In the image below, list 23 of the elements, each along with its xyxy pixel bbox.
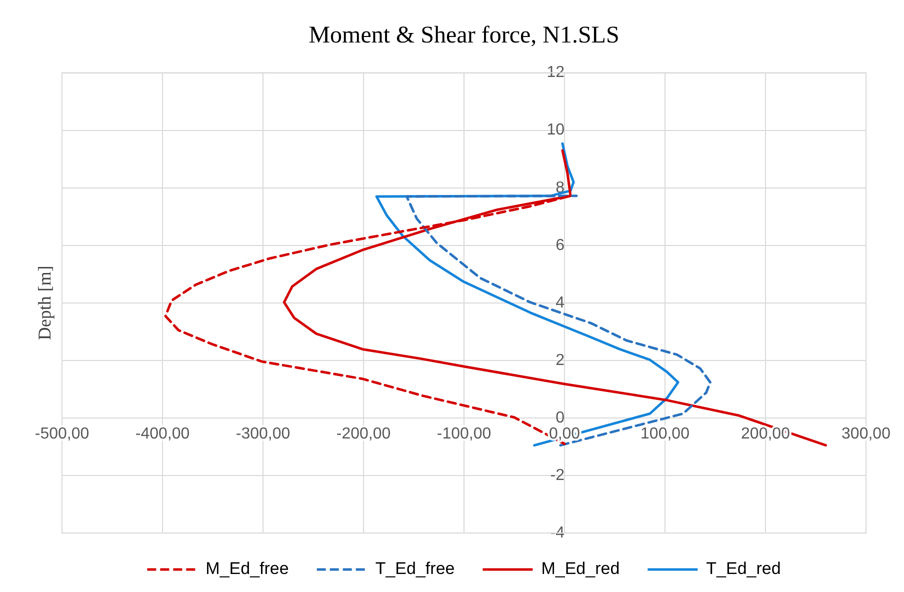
y-tick-label: 6 — [556, 236, 565, 254]
legend-label: T_Ed_free — [375, 559, 455, 578]
legend-label: M_Ed_red — [541, 559, 620, 578]
y-tick-label: 8 — [556, 179, 565, 196]
y-tick-label: 0 — [556, 409, 565, 426]
legend-label: T_Ed_red — [706, 559, 781, 578]
x-tick-label: -400,00 — [135, 425, 190, 442]
line-series — [405, 194, 712, 447]
y-axis-title: Depth [m] — [34, 266, 55, 340]
y-tick-label: -2 — [550, 466, 565, 484]
y-tick-label: 12 — [546, 64, 565, 82]
x-tick-label: -200,00 — [336, 425, 391, 442]
chart-title: Moment & Shear force, N1.SLS — [308, 22, 620, 49]
x-tick-label: -500,00 — [34, 425, 90, 442]
y-tick-label: 10 — [546, 122, 565, 139]
x-tick-label: 100,00 — [640, 425, 690, 442]
legend-label: M_Ed_free — [206, 559, 289, 578]
y-tick-label: 4 — [556, 294, 565, 312]
x-tick-label: -100,00 — [436, 425, 492, 442]
y-tick-label: 2 — [556, 352, 565, 369]
x-tick-label: 300,00 — [842, 425, 891, 442]
x-tick-label: 200,00 — [741, 425, 790, 442]
x-tick-label: -300,00 — [236, 425, 290, 442]
